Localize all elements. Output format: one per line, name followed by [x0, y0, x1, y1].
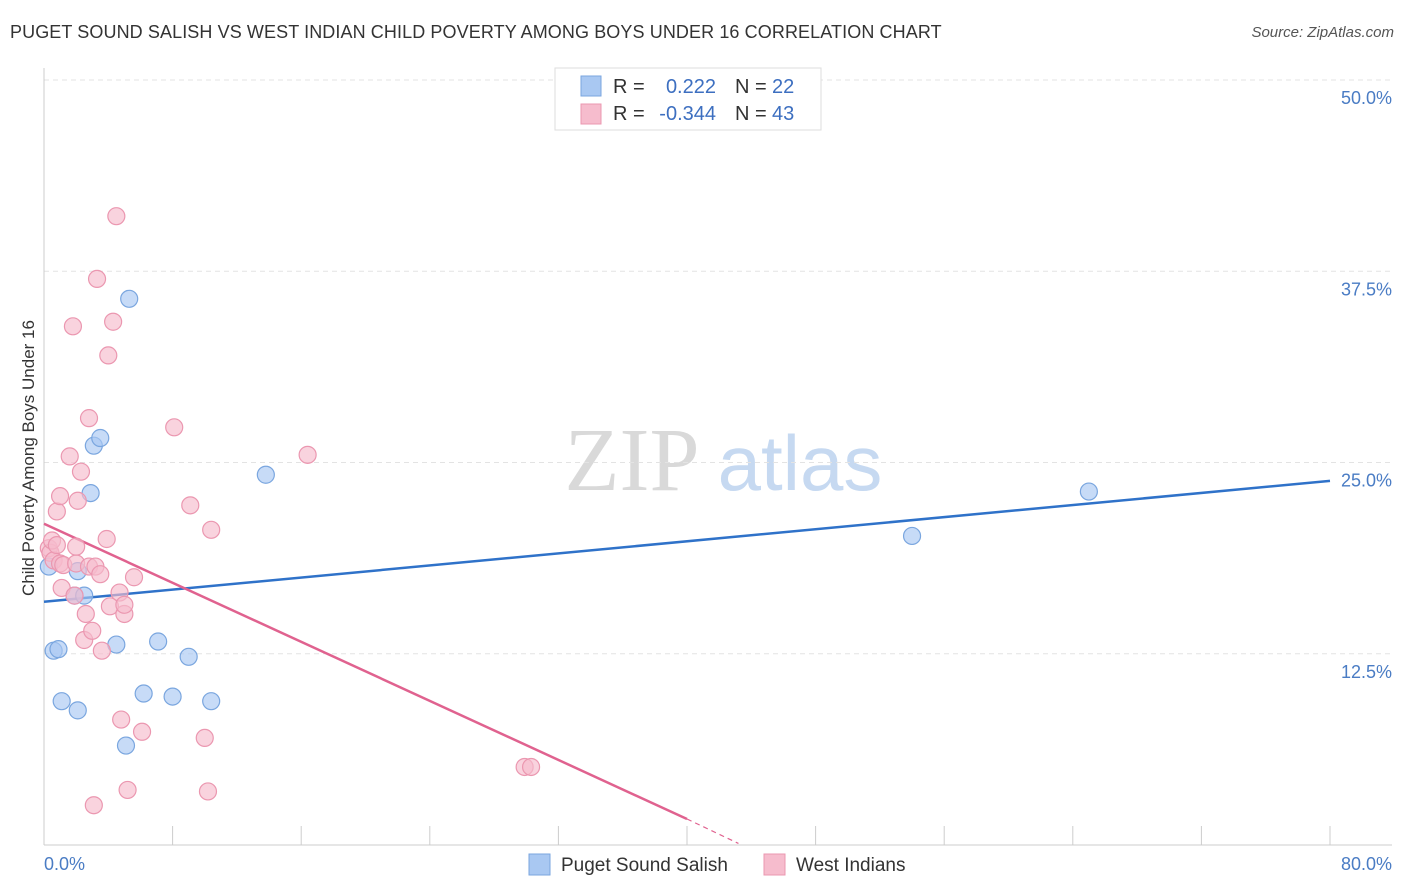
series-0-point-13	[120, 289, 139, 308]
y-tick-label-0: 12.5%	[1341, 662, 1392, 682]
series-0-point-21	[1079, 482, 1098, 501]
series-legend-swatch-salish	[528, 853, 551, 876]
stats-legend-swatch-west-indians	[580, 103, 602, 125]
series-0-point-19	[256, 465, 275, 484]
stats-legend-r-value-west-indians: -0.344	[659, 103, 716, 125]
series-1-point-38	[132, 722, 152, 741]
series-1-point-24	[87, 269, 107, 288]
x-tick-label-min: 0.0%	[44, 854, 85, 874]
series-0-point-20	[902, 526, 922, 546]
series-1-point-25	[91, 565, 110, 584]
series-1-point-37	[124, 568, 144, 587]
series-1-point-35	[115, 595, 134, 614]
series-1-point-40	[181, 496, 200, 515]
series-0-point-17	[179, 647, 198, 666]
series-0-point-14	[134, 684, 153, 703]
chart-title: PUGET SOUND SALISH VS WEST INDIAN CHILD …	[10, 22, 942, 42]
x-ticks	[43, 826, 1331, 845]
series-1-point-41	[195, 728, 214, 748]
series-1-trend-line	[43, 522, 688, 821]
watermark-zip: ZIP	[565, 411, 700, 510]
series-1-point-18	[76, 604, 95, 624]
series-1-point-27	[97, 529, 116, 549]
series-1-trend-line-extension	[686, 818, 739, 845]
stats-legend-swatch-salish	[580, 75, 602, 97]
series-1-point-10	[60, 447, 79, 466]
series-1-point-5	[47, 502, 66, 521]
series-1-point-28	[99, 346, 118, 365]
series-1-point-42	[198, 782, 218, 801]
series-0-point-16	[163, 687, 182, 706]
series-0-point-6	[68, 701, 87, 720]
series-1-point-4	[47, 536, 66, 555]
series-1-point-43	[202, 520, 221, 539]
chart-source: Source: ZipAtlas.com	[1251, 24, 1394, 41]
y-tick-label-2: 37.5%	[1341, 279, 1392, 299]
series-1-point-20	[79, 409, 99, 428]
series-legend-label-west-indians: West Indians	[796, 855, 905, 876]
stats-legend-n-label-west-indians: N =	[735, 103, 767, 125]
series-1-point-31	[107, 207, 126, 226]
series-0-point-3	[52, 692, 71, 711]
series-1-point-21	[83, 621, 102, 640]
watermark: ZIP atlas	[565, 411, 883, 510]
series-legend: Puget Sound Salish West Indians	[528, 853, 905, 876]
trend-lines	[43, 479, 1331, 845]
series-0-point-15	[149, 632, 168, 651]
series-1-point-15	[68, 491, 87, 510]
gridlines	[44, 79, 1392, 655]
series-0-point-2	[49, 640, 68, 659]
series-legend-swatch-west-indians	[763, 853, 786, 876]
stats-legend-n-value-west-indians: 43	[772, 103, 794, 125]
stats-legend-r-label-salish: R =	[613, 76, 645, 98]
y-tick-labels: 12.5% 25.0% 37.5% 50.0%	[1341, 88, 1392, 682]
stats-legend-n-value-salish: 22	[772, 76, 794, 98]
series-0-trend-line	[43, 479, 1331, 603]
series-legend-label-salish: Puget Sound Salish	[561, 855, 728, 876]
y-tick-label-1: 25.0%	[1341, 471, 1392, 491]
series-0-point-18	[202, 692, 221, 711]
series-1-point-16	[71, 462, 91, 481]
series-1-point-46	[521, 757, 541, 777]
series-1-point-7	[50, 487, 70, 506]
series-1-point-44	[298, 445, 317, 464]
series-1-point-39	[165, 418, 184, 437]
stats-legend-n-label-salish: N =	[735, 76, 767, 98]
series-1-point-36	[118, 780, 137, 800]
series-1-point-22	[84, 796, 103, 815]
series-0-point-12	[116, 736, 136, 755]
points-layer	[39, 207, 1098, 815]
y-axis-title: Child Poverty Among Boys Under 16	[19, 320, 38, 596]
stats-legend-r-label-west-indians: R =	[613, 103, 645, 125]
series-0-points	[39, 289, 1098, 755]
series-1-points	[39, 207, 541, 815]
x-tick-label-max: 80.0%	[1341, 854, 1392, 874]
series-1-point-12	[65, 586, 84, 605]
stats-legend: R = 0.222 N = 22 R = -0.344 N = 43	[554, 67, 822, 131]
series-1-point-14	[67, 537, 86, 556]
series-0-point-10	[91, 428, 110, 448]
series-1-point-26	[92, 641, 111, 660]
series-1-point-33	[112, 710, 131, 729]
series-1-point-11	[63, 317, 83, 336]
stats-legend-r-value-salish: 0.222	[666, 76, 716, 98]
y-tick-label-3: 50.0%	[1341, 88, 1392, 108]
series-1-point-30	[104, 312, 123, 331]
